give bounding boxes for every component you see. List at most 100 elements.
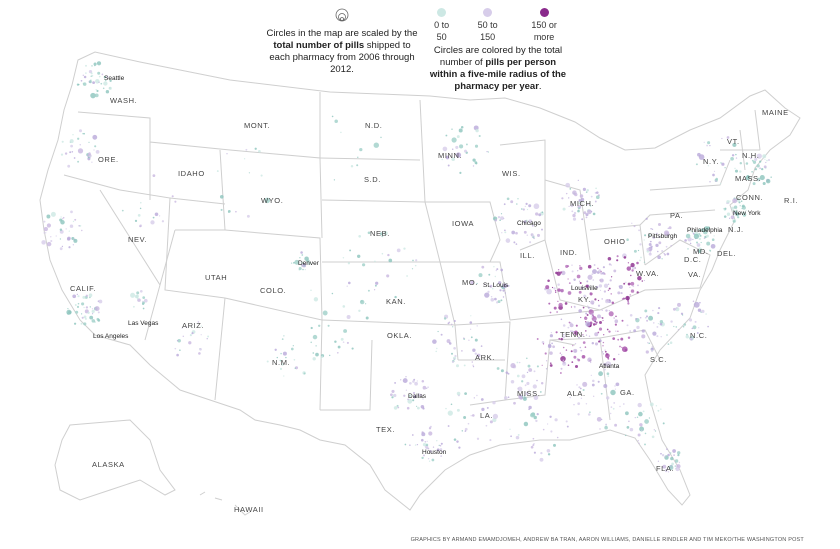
pharmacy-circle (513, 401, 516, 405)
pharmacy-circle (416, 380, 418, 382)
pharmacy-circle (50, 236, 52, 238)
pharmacy-circle (655, 232, 658, 235)
pharmacy-circle (139, 289, 143, 293)
pharmacy-circle (624, 348, 628, 352)
pharmacy-circle (653, 322, 655, 324)
pharmacy-circle (630, 262, 635, 268)
pharmacy-circle (445, 407, 447, 410)
pharmacy-circle (614, 319, 619, 324)
pharmacy-circle (562, 359, 565, 361)
pharmacy-circle (544, 352, 547, 355)
pharmacy-circle (523, 421, 529, 427)
pharmacy-circle (85, 72, 87, 74)
state-label: NEB. (370, 229, 390, 238)
pharmacy-circle (415, 405, 418, 408)
pharmacy-circle (726, 200, 730, 204)
pharmacy-circle (557, 283, 560, 286)
pharmacy-circle (388, 258, 393, 263)
pharmacy-circle (405, 376, 407, 378)
pharmacy-circle (294, 367, 296, 369)
pharmacy-circle (346, 315, 351, 319)
state-label: GA. (620, 388, 635, 397)
pharmacy-circle (713, 235, 715, 237)
pharmacy-circle (416, 443, 419, 446)
pharmacy-circle (728, 217, 731, 219)
pharmacy-circle (652, 331, 657, 336)
pharmacy-circle (623, 256, 627, 259)
pharmacy-circle (478, 273, 483, 278)
pharmacy-circle (657, 222, 662, 227)
pharmacy-circle (552, 345, 555, 349)
pharmacy-circle (615, 330, 617, 332)
pharmacy-circle (650, 347, 654, 351)
pharmacy-circle (536, 338, 539, 340)
pharmacy-circle (577, 358, 581, 362)
pharmacy-circle (709, 181, 711, 183)
pharmacy-circle (582, 341, 586, 344)
pharmacy-circle (188, 341, 192, 345)
pharmacy-circle (644, 234, 647, 237)
pharmacy-circle (647, 233, 651, 237)
pharmacy-circle (622, 403, 625, 405)
pharmacy-circle (636, 416, 639, 419)
pharmacy-circle (691, 231, 694, 233)
pharmacy-circle (627, 262, 630, 264)
pharmacy-circle (742, 204, 745, 208)
pharmacy-circle (560, 372, 562, 374)
pharmacy-circle (670, 245, 672, 247)
pharmacy-circle (447, 410, 453, 416)
pharmacy-circle (283, 375, 285, 377)
pharmacy-circle (562, 346, 565, 349)
pharmacy-circle (68, 230, 70, 232)
state-label: MAINE (762, 108, 789, 117)
pharmacy-circle (154, 212, 159, 217)
pharmacy-circle (587, 203, 589, 206)
pharmacy-circle (412, 259, 414, 262)
pharmacy-circle (766, 159, 768, 162)
pharmacy-circle (446, 339, 451, 344)
pharmacy-circle (595, 195, 600, 200)
pharmacy-circle (554, 289, 557, 292)
pharmacy-circle (88, 141, 90, 144)
pharmacy-circle (551, 286, 554, 289)
pharmacy-circle (469, 321, 473, 324)
pharmacy-circle (523, 230, 527, 234)
pharmacy-circle (580, 397, 583, 399)
pharmacy-circle (739, 161, 743, 165)
pharmacy-circle (516, 374, 520, 378)
pharmacy-circle (637, 275, 642, 281)
pharmacy-circle (603, 384, 608, 388)
pharmacy-circle (682, 325, 685, 328)
pharmacy-circle (82, 295, 86, 299)
pharmacy-circle (637, 249, 640, 252)
pharmacy-circle (497, 300, 501, 304)
pharmacy-circle (93, 62, 97, 66)
pharmacy-circle (82, 82, 87, 86)
pharmacy-circle (510, 200, 514, 204)
state-labels: WASH. ORE. CALIF. NEV. IDAHO MONT. WYO. … (70, 96, 797, 514)
pharmacy-circle (73, 157, 76, 159)
pharmacy-circle (588, 335, 591, 338)
pharmacy-circle (78, 129, 83, 133)
pharmacy-circle (89, 306, 92, 308)
pharmacy-circle (298, 266, 302, 271)
pharmacy-circle (76, 83, 79, 86)
pharmacy-circle (579, 265, 581, 267)
pharmacy-circle (549, 415, 552, 418)
pharmacy-circle (580, 197, 585, 202)
pharmacy-circle (549, 364, 553, 367)
pharmacy-circle (304, 268, 306, 271)
pharmacy-circle (451, 352, 453, 355)
pharmacy-circle (673, 325, 675, 328)
pharmacy-circle (614, 388, 617, 390)
pharmacy-circle (517, 433, 520, 436)
pharmacy-circle (458, 128, 463, 133)
pharmacy-circle (299, 257, 301, 259)
pharmacy-circle (513, 241, 516, 244)
pharmacy-circle (608, 330, 611, 333)
pharmacy-circle (83, 315, 87, 319)
pharmacy-circle (582, 335, 584, 337)
pharmacy-circle (581, 286, 584, 289)
state-label: IND. (560, 248, 577, 257)
pharmacy-circle (562, 361, 567, 366)
